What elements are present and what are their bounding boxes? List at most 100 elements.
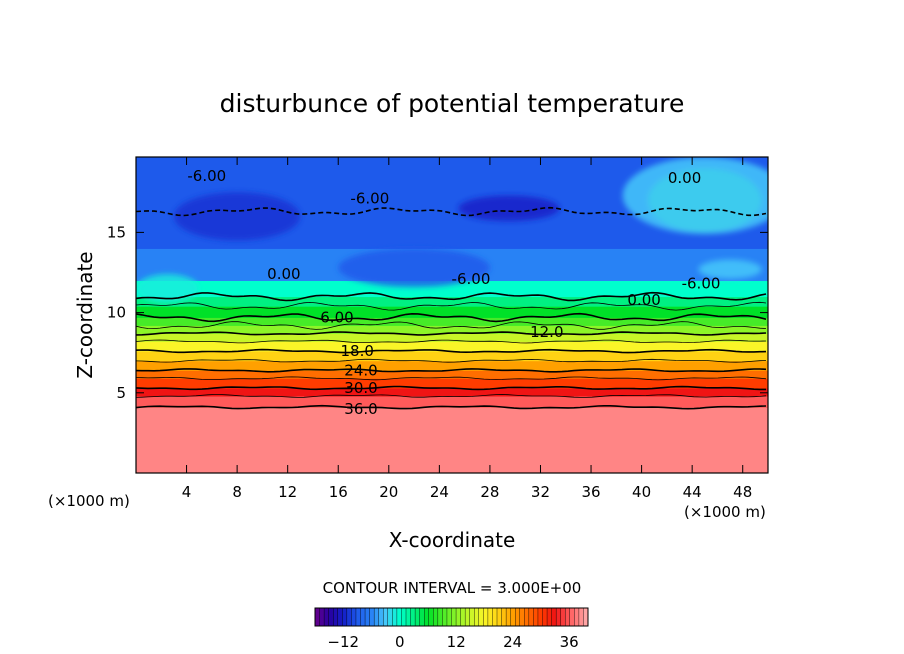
contour-line [136,404,767,410]
plot-area [136,157,768,473]
contour-interval-text: CONTOUR INTERVAL = 3.000E+00 [323,579,582,597]
colorbar-cell [360,607,366,627]
colorbar-cell [505,607,512,627]
colorbar-cell [337,607,343,627]
colorbar-cell [469,607,475,627]
colorbar-cell [437,607,443,627]
colorbar-cell [537,607,544,627]
colorbar-cell [355,607,362,627]
contour-label: 6.00 [320,308,353,326]
colorbar-cell [510,607,516,627]
colorbar-cell [478,607,484,627]
contour-label: 12.0 [530,323,563,341]
x-tick-label: 16 [329,483,348,501]
x-tick-label: 36 [581,483,600,501]
y-axis-label: Z-coordinate [73,251,97,378]
colorbar-cell [319,607,325,627]
colorbar-cell [424,607,430,627]
colorbar-cell [328,607,334,627]
contour-label: 0.00 [267,265,300,283]
contour-label: 36.0 [344,400,377,418]
colorbar [314,607,589,627]
colorbar-cell [515,607,521,627]
colorbar-cell [574,607,580,627]
contour-label: 18.0 [340,342,373,360]
x-axis-label: X-coordinate [389,528,516,552]
colorbar-cell [401,607,407,627]
colorbar-cell [496,607,503,627]
field-patch [622,157,768,234]
colorbar-tick-label: −12 [327,633,359,651]
contour-line [136,339,767,344]
field-patch [698,259,762,279]
colorbar-cell [551,607,557,627]
colorbar-cell [483,607,489,627]
contour-line [136,206,767,217]
colorbar-cell [487,607,493,627]
colorbar-cell [314,607,321,627]
colorbar-cell [396,607,402,627]
colorbar-cell [533,607,539,627]
colorbar-cell [392,607,398,627]
contour-label: 30.0 [344,379,377,397]
field-band [136,280,768,298]
field-band [136,317,768,326]
contour-label: -6.00 [187,167,226,185]
colorbar-cell [501,607,507,627]
colorbar-cell [578,607,584,627]
field-band [136,396,768,408]
x-unit-left: (×1000 m) [48,492,130,510]
contour-line [136,376,767,381]
contour-line [136,368,767,373]
x-tick-label: 32 [531,483,550,501]
colorbar-cell [387,607,393,627]
x-tick-label: 20 [379,483,398,501]
plot-frame [135,156,769,474]
contour-label: 0.00 [627,291,660,309]
contour-line [136,385,766,391]
colorbar-cell [333,607,339,627]
colorbar-cell [442,607,448,627]
field-band [136,370,768,379]
colorbar-cell [405,607,412,627]
colorbar-cell [565,607,571,627]
colorbar-tick-label: 0 [395,633,405,651]
colorbar-cell [464,607,471,627]
chart-title: disturbunce of potential temperature [220,89,685,118]
field-band [136,325,768,334]
contour-line [136,358,767,363]
contour-line [136,312,767,323]
contour-line [136,394,767,398]
contour-label: -6.00 [682,275,721,293]
y-tick-label: 15 [107,223,126,241]
contour-line [136,348,767,354]
colorbar-cell [560,607,566,627]
field-band [136,351,768,362]
colorbar-cell [569,607,575,627]
colorbar-cell [383,607,389,627]
x-tick-label: 8 [232,483,242,501]
colorbar-cell [446,607,453,627]
contour-label: -6.00 [452,270,491,288]
field-patch [173,192,301,241]
x-tick-label: 28 [480,483,499,501]
field-band [136,407,768,473]
contour-line [136,321,767,330]
contour-line [136,331,767,336]
field-band [136,387,768,397]
x-tick-label: 40 [632,483,651,501]
colorbar-cell [555,607,562,627]
colorbar-tick-label: 36 [560,633,579,651]
field-band [136,360,768,371]
colorbar-tick-label: 12 [447,633,466,651]
colorbar-cell [455,607,462,627]
colorbar-cell [378,607,384,627]
field-band [136,378,768,389]
x-tick-label: 24 [430,483,449,501]
field-band [136,333,768,342]
x-tick-label: 12 [278,483,297,501]
colorbar-cell [419,607,425,627]
colorbar-cell [492,607,498,627]
colorbar-cell [433,607,439,627]
